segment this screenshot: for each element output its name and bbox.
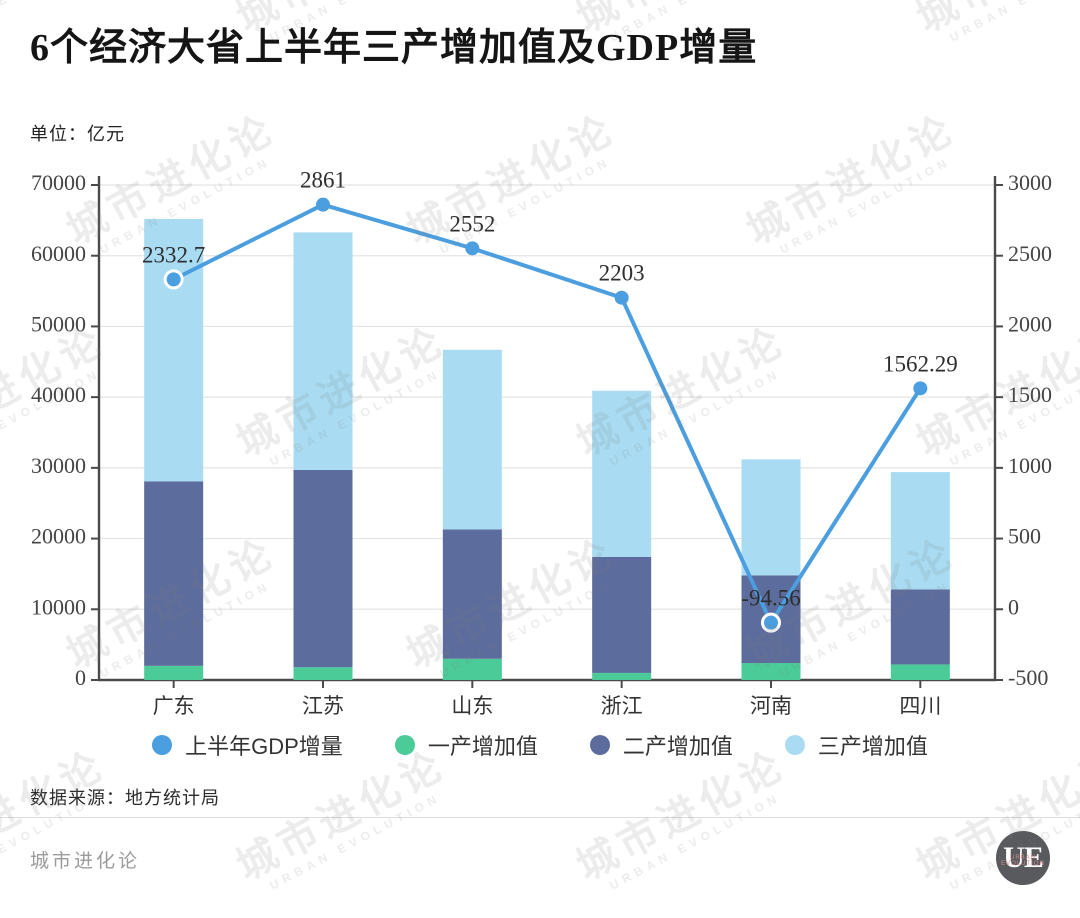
ue-logo-subtext: URBAN EVOLUTION [1001, 855, 1045, 867]
right-axis-label: 1500 [1008, 382, 1052, 407]
bar-segment-三产增加值 [741, 459, 801, 576]
brand-name: 城市进化论 [30, 851, 141, 872]
right-axis-label: 2000 [1008, 311, 1052, 336]
page-title: 6个经济大省上半年三产增加值及GDP增量 [30, 27, 758, 69]
legend-swatch-icon [589, 735, 610, 755]
bar-segment-三产增加值 [890, 472, 950, 590]
legend-item: 上半年GDP增量 [152, 729, 343, 761]
ue-logo: UE URBAN EVOLUTION [996, 831, 1050, 885]
line-marker [465, 241, 480, 256]
ue-logo-text: UE [1003, 841, 1044, 874]
bar-segment-一产增加值 [144, 665, 204, 680]
category-label: 江苏 [302, 695, 344, 718]
chart-legend: 上半年GDP增量 一产增加值 二产增加值 三产增加值 [0, 729, 1080, 761]
bar-segment-三产增加值 [144, 218, 204, 482]
left-axis-label: 20000 [31, 524, 86, 549]
right-axis-label: 500 [1008, 524, 1041, 549]
legend-label: 二产增加值 [622, 734, 733, 759]
line-marker [913, 381, 928, 396]
bar-segment-一产增加值 [442, 658, 502, 680]
line-marker [316, 197, 330, 212]
bar-segment-三产增加值 [293, 232, 353, 470]
bar-segment-二产增加值 [890, 589, 950, 665]
bars-group [144, 218, 950, 680]
legend-item: 三产增加值 [784, 729, 928, 761]
left-axis-label: 40000 [31, 382, 86, 407]
legend-swatch-icon [784, 735, 805, 755]
bar-segment-一产增加值 [890, 664, 950, 680]
bar-segment-一产增加值 [293, 667, 353, 680]
left-axis-label: 0 [75, 665, 86, 690]
bar-segment-一产增加值 [592, 672, 652, 680]
line-marker [761, 612, 781, 633]
footer-divider [0, 817, 1080, 818]
right-axis-label: -500 [1008, 665, 1048, 690]
data-label: 2203 [599, 261, 645, 286]
legend-item: 二产增加值 [589, 729, 733, 761]
legend-swatch-icon [152, 735, 173, 755]
combo-chart: 0 -500 10000 0 20000 500 30000 1000 40000 1500 500… [31, 168, 1052, 718]
category-label: 浙江 [601, 695, 643, 718]
category-label: 广东 [153, 695, 195, 718]
data-label: 2861 [300, 168, 346, 193]
data-source-label: 数据来源：地方统计局 [30, 788, 220, 808]
category-label: 河南 [750, 695, 792, 718]
right-axis-label: 1000 [1008, 453, 1052, 478]
left-axis-label: 50000 [31, 311, 86, 336]
right-axis-label: 2500 [1008, 241, 1052, 266]
legend-swatch-icon [394, 735, 415, 755]
legend-item: 一产增加值 [394, 729, 538, 761]
bar-segment-二产增加值 [442, 529, 502, 659]
right-axis-label: 3000 [1008, 170, 1052, 195]
line-marker [163, 269, 184, 290]
data-label: 1562.29 [883, 351, 958, 376]
right-axis-label: 0 [1008, 594, 1019, 619]
bar-segment-二产增加值 [293, 469, 353, 668]
legend-label: 一产增加值 [427, 734, 538, 759]
category-label: 山东 [451, 695, 493, 718]
left-axis-label: 10000 [31, 594, 86, 619]
bar-segment-三产增加值 [442, 349, 502, 530]
data-label: -94.56 [741, 586, 800, 611]
data-label: 2552 [449, 211, 495, 236]
bar-segment-一产增加值 [741, 663, 801, 680]
unit-label: 单位：亿元 [30, 124, 125, 144]
category-label: 四川 [899, 695, 941, 718]
data-label: 2332.7 [142, 242, 205, 267]
line-marker [614, 290, 629, 305]
left-axis-label: 30000 [31, 453, 86, 478]
legend-label: 三产增加值 [817, 734, 928, 759]
gdp-line [171, 202, 923, 625]
bar-segment-三产增加值 [592, 390, 652, 557]
left-axis-label: 60000 [31, 241, 86, 266]
bar-segment-二产增加值 [592, 556, 652, 673]
left-axis-label: 70000 [31, 170, 86, 195]
bar-segment-二产增加值 [144, 481, 204, 666]
legend-label: 上半年GDP增量 [185, 734, 343, 759]
